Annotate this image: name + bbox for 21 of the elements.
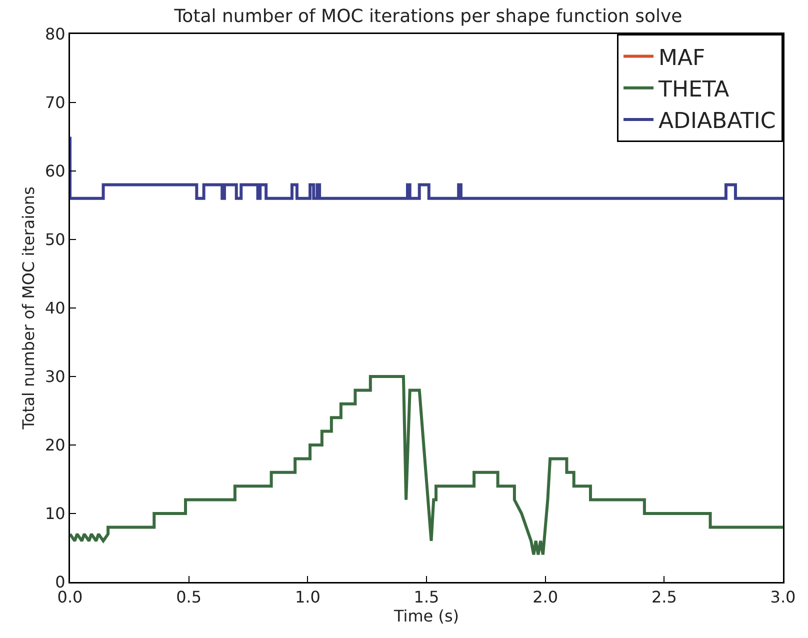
x-tick-label: 3.0	[770, 588, 796, 607]
y-tick-label: 70	[44, 93, 66, 112]
y-tick-label: 30	[44, 367, 66, 386]
y-tick-label: 40	[44, 298, 66, 318]
x-tick-label: 1.0	[294, 588, 320, 607]
chart-title: Total number of MOC iterations per shape function solve	[173, 6, 682, 28]
y-tick-label: 50	[44, 230, 66, 250]
legend-label: THETA	[658, 77, 730, 102]
x-tick-label: 0.5	[176, 588, 202, 607]
legend-label: ADIABATIC	[658, 109, 776, 134]
legend-label: MAF	[658, 46, 706, 71]
line-series	[70, 375, 783, 556]
x-axis-title: Time (s)	[392, 606, 460, 626]
x-tick-label: 2.5	[651, 588, 677, 607]
x-tick-label: 2.0	[532, 588, 558, 607]
y-tick-label: 20	[44, 436, 66, 455]
y-axis-title: Total number of MOC iteraions	[19, 186, 38, 430]
x-tick-label: 1.5	[414, 588, 440, 607]
y-tick-label: 80	[44, 24, 66, 44]
y-tick-label: 10	[44, 504, 66, 524]
y-tick-label: 60	[44, 162, 66, 181]
